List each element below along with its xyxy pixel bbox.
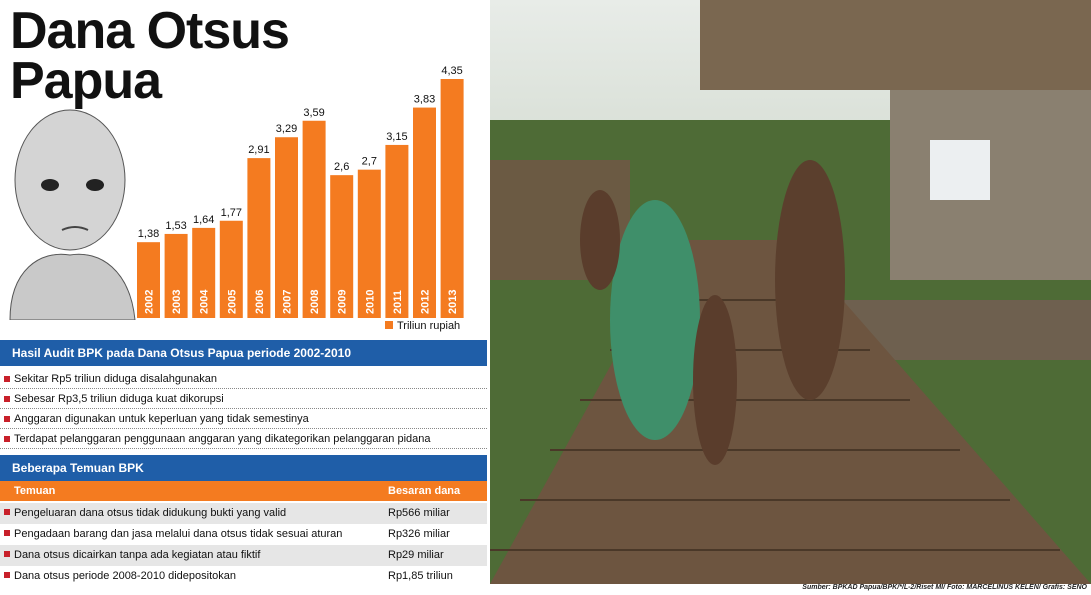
legend-label: Triliun rupiah [397, 320, 460, 332]
table-cell: Rp326 miliar [388, 528, 450, 540]
section-header: Hasil Audit BPK pada Dana Otsus Papua pe… [0, 340, 487, 366]
value-label: 3,59 [303, 107, 324, 119]
audit-item: Sekitar Rp5 triliun diduga disalahgunaka… [0, 370, 487, 389]
value-label: 2,7 [362, 156, 377, 168]
table-cell: Rp566 miliar [388, 507, 450, 519]
x-tick-label: 2009 [337, 290, 349, 314]
illustration [9, 109, 136, 320]
x-tick-label: 2013 [447, 290, 459, 314]
value-label: 1,64 [193, 214, 214, 226]
bar [192, 227, 216, 318]
value-label: 2,91 [248, 144, 269, 156]
legend-swatch [385, 321, 393, 329]
value-label: 3,29 [276, 123, 297, 135]
table-cell: Rp1,85 triliun [388, 570, 453, 582]
bar [357, 169, 381, 318]
x-tick-label: 2007 [282, 290, 294, 314]
x-tick-label: 2004 [199, 289, 211, 314]
bar [275, 137, 298, 318]
x-tick-label: 2011 [392, 290, 404, 314]
table-row: Dana otsus periode 2008-2010 didepositok… [0, 566, 487, 587]
bar [219, 220, 243, 318]
x-tick-label: 2012 [420, 290, 432, 314]
audit-item: Terdapat pelanggaran penggunaan anggaran… [0, 430, 487, 449]
x-tick-label: 2002 [144, 290, 156, 314]
x-tick-label: 2003 [171, 290, 183, 314]
bar [137, 242, 160, 318]
bar [440, 79, 464, 318]
value-label: 2,6 [334, 161, 349, 173]
value-label: 3,15 [386, 131, 407, 143]
table-cell: Rp29 miliar [388, 549, 444, 561]
value-label: 1,53 [165, 220, 186, 232]
table-cell: Dana otsus dicairkan tanpa ada kegiatan … [14, 549, 261, 561]
value-label: 4,35 [441, 65, 462, 77]
bar [413, 107, 436, 318]
bar [302, 120, 326, 319]
table-row: Dana otsus dicairkan tanpa ada kegiatan … [0, 545, 487, 566]
source: Sumber: BPKAD Papua/BPK/*/L-2/Riset MI/ … [802, 584, 1087, 591]
photo [490, 0, 1091, 584]
x-tick-label: 2005 [226, 290, 238, 314]
bar [247, 158, 271, 318]
title: Dana Otsus Papua [10, 2, 290, 110]
x-tick-label: 2006 [254, 290, 266, 314]
table-cell: Pengeluaran dana otsus tidak didukung bu… [14, 507, 287, 519]
bar [385, 144, 409, 318]
audit-item: Anggaran digunakan untuk keperluan yang … [0, 410, 487, 429]
chart: 1,38 2002 1,53 2003 1,64 2004 1,77 2005 2,91 2006… [137, 65, 464, 332]
bar [330, 175, 354, 318]
table-header: Temuan Besaran dana [0, 481, 487, 501]
table-row: Pengadaan barang dan jasa melalui dana o… [0, 524, 487, 545]
table-row: Pengeluaran dana otsus tidak didukung bu… [0, 503, 487, 524]
bar [164, 233, 188, 318]
value-label: 1,38 [138, 228, 159, 240]
value-label: 1,77 [221, 207, 242, 219]
header-cell: Temuan [14, 485, 56, 497]
table-cell: Pengadaan barang dan jasa melalui dana o… [14, 528, 343, 540]
x-tick-label: 2010 [364, 290, 376, 314]
value-label: 3,83 [414, 94, 435, 106]
section-header: Beberapa Temuan BPK [0, 455, 487, 481]
audit-item: Sebesar Rp3,5 triliun diduga kuat dikoru… [0, 390, 487, 409]
header-cell: Besaran dana [388, 485, 461, 497]
x-tick-label: 2008 [309, 290, 321, 314]
table-cell: Dana otsus periode 2008-2010 didepositok… [14, 570, 236, 582]
